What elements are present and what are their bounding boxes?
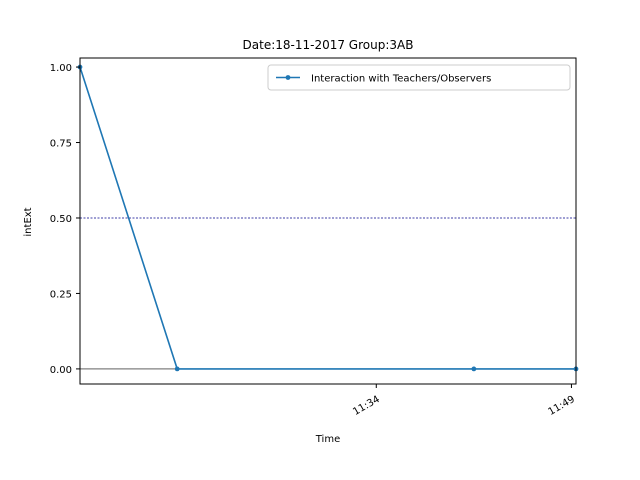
y-tick-label-1: 0.25 bbox=[50, 289, 72, 300]
plot-background bbox=[80, 58, 576, 384]
y-axis-label: intExt bbox=[23, 207, 34, 236]
y-tick-label-4: 1.00 bbox=[50, 63, 72, 74]
legend-swatch-marker-0 bbox=[285, 75, 291, 80]
x-axis-label: Time bbox=[315, 434, 340, 445]
y-tick-label-3: 0.75 bbox=[50, 139, 72, 150]
x-tick-label-0: 11:34 bbox=[351, 394, 381, 418]
plot-frame bbox=[79, 57, 577, 385]
chart-title: Date:18-11-2017 Group:3AB bbox=[243, 38, 414, 52]
legend-label-0: Interaction with Teachers/Observers bbox=[311, 74, 491, 85]
y-tick-label-0: 0.00 bbox=[50, 365, 72, 376]
plot-area bbox=[80, 58, 576, 384]
y-tick-label-2: 0.50 bbox=[50, 214, 72, 225]
legend: Interaction with Teachers/Observers bbox=[267, 64, 571, 91]
series-layer bbox=[77, 64, 579, 372]
series-line-0 bbox=[79, 66, 576, 370]
data-point-0-2 bbox=[471, 366, 477, 372]
legend-box bbox=[267, 64, 571, 91]
data-point-0-1 bbox=[174, 366, 180, 372]
x-tick-label-1: 11:49 bbox=[546, 394, 576, 418]
